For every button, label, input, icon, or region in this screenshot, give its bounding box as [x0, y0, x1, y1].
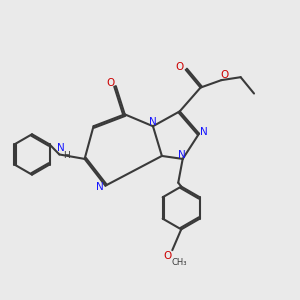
Text: N: N — [148, 117, 156, 128]
Text: CH₃: CH₃ — [172, 258, 188, 267]
Text: N: N — [57, 143, 65, 153]
Text: O: O — [164, 250, 172, 260]
Text: O: O — [221, 70, 229, 80]
Text: N: N — [200, 127, 207, 137]
Text: O: O — [106, 78, 115, 88]
Text: H: H — [63, 151, 70, 160]
Text: N: N — [96, 182, 104, 192]
Text: N: N — [178, 150, 186, 160]
Text: O: O — [176, 62, 184, 72]
